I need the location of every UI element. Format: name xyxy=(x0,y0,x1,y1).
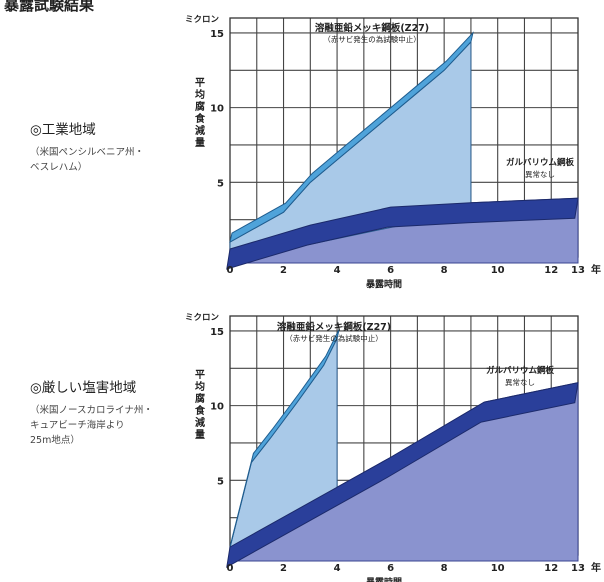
series-label-galvalume: ガルバリウム鋼板 xyxy=(506,157,575,168)
galvalume-band xyxy=(226,197,579,270)
y-axis-label-char: 食 xyxy=(194,404,206,417)
y-tick-label: 10 xyxy=(210,104,224,115)
x-tick-label: 10 xyxy=(491,563,505,574)
x-tick-label: 4 xyxy=(334,563,341,574)
x-unit-label: 年 xyxy=(591,263,601,276)
region-label-1: ◎工業地域 （米国ペンシルベニア州・ ベスレハム） xyxy=(30,118,144,175)
x-tick-label: 8 xyxy=(441,265,448,276)
series-label-zinc: 溶融亜鉛メッキ鋼板(Z27) xyxy=(277,321,391,333)
region-label-2: ◎厳しい塩害地域 （米国ノースカロライナ州・ キュアビーチ海岸より 25m地点） xyxy=(30,376,153,448)
series-note-galvalume: 異常なし xyxy=(505,378,535,387)
x-tick-label: 13 xyxy=(571,563,585,574)
region-detail: （米国ノースカロライナ州・ キュアビーチ海岸より 25m地点） xyxy=(30,405,153,446)
x-unit-label: 年 xyxy=(591,561,601,574)
y-axis-label-char: 腐 xyxy=(195,392,205,405)
x-tick-label: 6 xyxy=(387,563,394,574)
y-axis-label-char: 平 xyxy=(195,369,205,381)
x-tick-label: 0 xyxy=(227,563,234,574)
x-tick-label: 2 xyxy=(280,563,287,574)
y-axis-label-char: 減 xyxy=(195,124,205,137)
y-axis-label-char: 平 xyxy=(195,77,205,89)
region-name: ◎工業地域 xyxy=(30,122,96,138)
page-heading: 暴露試験結果 xyxy=(4,0,95,14)
x-tick-label: 0 xyxy=(227,265,234,276)
x-tick-label: 12 xyxy=(544,563,558,574)
y-axis-label-char: 腐 xyxy=(195,100,205,113)
x-tick-label: 12 xyxy=(544,265,558,276)
region-detail: （米国ペンシルベニア州・ ベスレハム） xyxy=(30,147,145,173)
x-tick-label: 8 xyxy=(441,563,448,574)
y-tick-label: 5 xyxy=(217,476,224,487)
y-axis-label-char: 食 xyxy=(194,112,206,125)
series-label-galvalume: ガルバリウム鋼板 xyxy=(486,365,555,376)
region-name: ◎厳しい塩害地域 xyxy=(30,380,137,396)
x-tick-label: 6 xyxy=(387,265,394,276)
y-unit-label: ミクロン xyxy=(185,14,220,25)
x-tick-label: 10 xyxy=(491,265,505,276)
y-tick-label: 10 xyxy=(210,402,224,413)
x-tick-label: 13 xyxy=(571,265,585,276)
x-tick-label: 4 xyxy=(334,265,341,276)
zinc-band xyxy=(229,329,340,548)
y-axis-label-char: 量 xyxy=(195,136,205,149)
x-tick-label: 2 xyxy=(280,265,287,276)
y-axis-label-char: 均 xyxy=(195,380,205,393)
y-unit-label: ミクロン xyxy=(185,312,220,323)
x-axis-label: 暴露時間 xyxy=(365,576,402,582)
y-axis-label-char: 均 xyxy=(195,88,205,101)
series-note-zinc: （赤サビ発生の為試験中止） xyxy=(323,34,421,44)
y-tick-label: 15 xyxy=(210,327,224,338)
galvalume-band xyxy=(226,382,579,568)
series-note-galvalume: 異常なし xyxy=(525,170,555,179)
series-note-zinc: （赤サビ発生の為試験中止） xyxy=(285,333,383,343)
x-axis-label: 暴露時間 xyxy=(365,278,402,290)
y-tick-label: 5 xyxy=(217,178,224,189)
series-label-zinc: 溶融亜鉛メッキ鋼板(Z27) xyxy=(315,22,429,34)
y-tick-label: 15 xyxy=(210,29,224,40)
y-axis-label-char: 量 xyxy=(195,428,205,441)
zinc-band xyxy=(229,31,474,244)
y-axis-label-char: 減 xyxy=(195,416,205,429)
